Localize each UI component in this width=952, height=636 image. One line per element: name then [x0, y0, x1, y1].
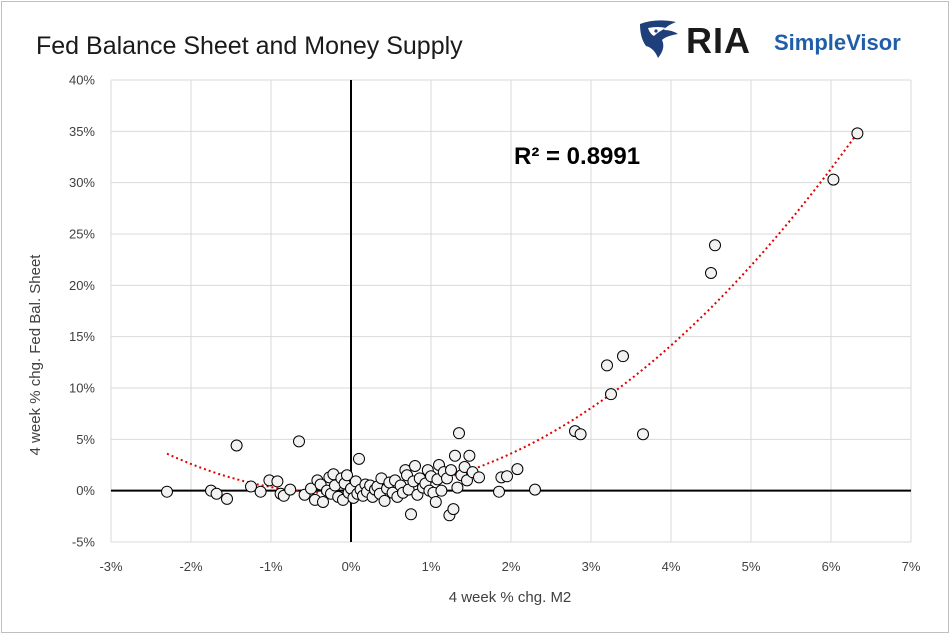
data-point [317, 495, 329, 508]
logo-simplevisor-text: SimpleVisor [774, 30, 901, 55]
data-point [293, 435, 305, 448]
data-point [254, 485, 267, 498]
data-point [709, 239, 721, 252]
gridlines [110, 79, 912, 543]
data-point [453, 427, 465, 440]
data-point [447, 503, 460, 516]
tick-labels: -3% -2% -1% 0% 1% 2% 3% 4% 5% 6% 7% -5% 0% 5% 10% 15% 20… [69, 73, 921, 575]
x-tick-label: 3% [582, 559, 601, 574]
data-point [405, 508, 417, 521]
data-point [284, 483, 297, 496]
logo-ria-text: RIA [686, 20, 751, 61]
data-point [435, 484, 448, 497]
data-point [449, 449, 461, 462]
x-tick-label: 0% [342, 559, 361, 574]
r-squared-annotation: R² = 0.8991 [514, 143, 640, 170]
y-tick-label: 15% [69, 329, 95, 344]
data-point [529, 483, 541, 496]
ria-simplevisor-logo: RIA SimpleVisor [634, 16, 924, 64]
data-point [221, 492, 233, 505]
y-tick-label: -5% [72, 535, 96, 550]
x-tick-label: 1% [422, 559, 441, 574]
data-point [574, 428, 587, 441]
data-point [511, 463, 524, 476]
y-tick-label: 40% [69, 73, 95, 88]
axes [111, 80, 911, 542]
y-tick-label: 10% [69, 381, 95, 396]
y-tick-label: 25% [69, 227, 95, 242]
data-point [378, 494, 391, 507]
x-tick-label: -3% [99, 559, 123, 574]
data-point [445, 464, 457, 477]
data-point [827, 173, 840, 186]
data-point [461, 474, 473, 487]
data-point [161, 485, 173, 498]
data-point [429, 495, 442, 508]
data-point [601, 359, 613, 372]
data-point [501, 470, 513, 483]
y-axis-title: 4 week % chg. Fed Bal. Sheet [27, 254, 44, 456]
x-tick-label: 6% [822, 559, 841, 574]
y-tick-label: 5% [76, 432, 95, 447]
data-point [637, 428, 649, 441]
data-point [353, 452, 365, 465]
x-tick-label: -1% [259, 559, 283, 574]
data-point [451, 481, 464, 494]
x-tick-label: 4% [662, 559, 681, 574]
x-axis-title: 4 week % chg. M2 [449, 589, 572, 606]
x-tick-label: 5% [742, 559, 761, 574]
data-point [230, 439, 243, 452]
data-point [271, 475, 284, 488]
eagle-icon [640, 20, 678, 58]
data-point [493, 485, 505, 498]
data-point [617, 350, 629, 363]
y-tick-label: 0% [76, 483, 95, 498]
data-point [705, 267, 717, 280]
data-point [851, 127, 864, 140]
data-point [341, 469, 353, 482]
data-point [463, 449, 476, 462]
data-points [161, 127, 864, 522]
x-tick-label: -2% [179, 559, 203, 574]
y-tick-label: 35% [69, 124, 95, 139]
y-tick-label: 30% [69, 175, 95, 190]
data-point [210, 487, 223, 500]
data-point [473, 471, 485, 484]
data-point [245, 480, 257, 493]
x-tick-label: 2% [502, 559, 521, 574]
x-tick-label: 7% [902, 559, 921, 574]
data-point [605, 388, 617, 401]
y-tick-label: 20% [69, 278, 95, 293]
chart-title: Fed Balance Sheet and Money Supply [36, 32, 463, 60]
data-point [409, 460, 421, 473]
